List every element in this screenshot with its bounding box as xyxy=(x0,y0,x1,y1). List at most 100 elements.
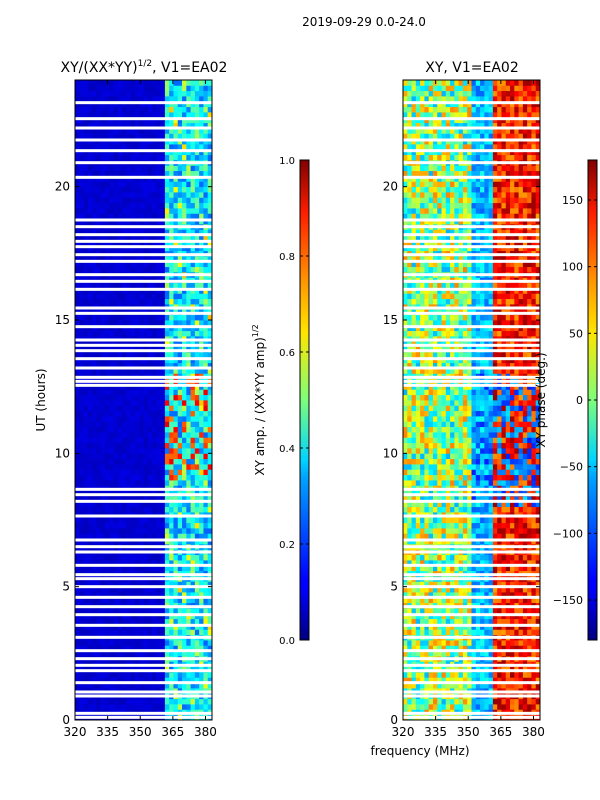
amplitude-cell xyxy=(100,592,106,598)
amplitude-cell xyxy=(190,117,196,124)
amplitude-cell xyxy=(173,400,179,406)
phase-cell xyxy=(454,597,460,604)
amplitude-cell xyxy=(182,496,187,502)
amplitude-cell xyxy=(75,288,80,294)
phase-cell xyxy=(505,672,511,678)
phase-cell xyxy=(462,581,468,588)
amplitude-cell xyxy=(203,410,209,417)
amplitude-cell xyxy=(122,101,127,108)
phase-cell xyxy=(518,560,524,566)
amplitude-cell xyxy=(207,645,213,652)
amplitude-cell xyxy=(83,330,89,337)
amplitude-cell xyxy=(152,672,157,678)
amplitude-cell xyxy=(122,197,127,204)
phase-cell xyxy=(484,618,490,625)
amplitude-cell xyxy=(92,282,97,289)
flagged-row xyxy=(75,577,212,581)
phase-cell xyxy=(484,624,490,630)
phase-cell xyxy=(505,624,511,630)
amplitude-cell xyxy=(100,117,106,124)
amplitude-cell xyxy=(83,506,89,513)
amplitude-cell xyxy=(134,314,140,321)
amplitude-cell xyxy=(130,682,136,689)
amplitude-cell xyxy=(122,96,127,102)
amplitude-cell xyxy=(122,85,127,92)
amplitude-cell xyxy=(75,144,80,150)
amplitude-cell xyxy=(122,586,127,593)
amplitude-cell xyxy=(100,293,106,300)
amplitude-cell xyxy=(130,384,136,390)
amplitude-cell xyxy=(79,453,84,460)
amplitude-cell xyxy=(156,496,162,502)
colorbar-tick-label: 0.6 xyxy=(279,348,295,359)
amplitude-cell xyxy=(160,421,166,428)
amplitude-cell xyxy=(177,234,183,241)
amplitude-cell xyxy=(143,202,149,209)
amplitude-cell xyxy=(130,624,136,630)
phase-cell xyxy=(411,672,417,678)
amplitude-cell xyxy=(156,229,162,236)
amplitude-cell xyxy=(104,266,110,273)
amplitude-cell xyxy=(113,325,119,332)
phase-cell xyxy=(480,618,485,625)
phase-cell xyxy=(441,645,447,652)
amplitude-cell xyxy=(194,677,200,684)
amplitude-cell xyxy=(173,608,179,614)
amplitude-cell xyxy=(160,384,166,390)
amplitude-cell xyxy=(182,506,187,513)
amplitude-cell xyxy=(186,229,191,236)
amplitude-cell xyxy=(100,517,106,524)
amplitude-cell xyxy=(143,426,149,433)
amplitude-cell xyxy=(194,464,200,470)
amplitude-cell xyxy=(75,202,80,209)
amplitude-cell xyxy=(203,394,209,401)
amplitude-cell xyxy=(177,442,183,449)
amplitude-cell xyxy=(203,96,209,102)
amplitude-cell xyxy=(113,133,119,140)
amplitude-cell xyxy=(92,352,97,358)
amplitude-cell xyxy=(156,704,162,710)
amplitude-cell xyxy=(104,528,110,534)
amplitude-cell xyxy=(160,218,166,225)
amplitude-cell xyxy=(100,112,106,118)
amplitude-cell xyxy=(199,149,204,156)
amplitude-cell xyxy=(126,298,132,305)
amplitude-cell xyxy=(100,554,106,561)
amplitude-cell xyxy=(194,640,200,646)
amplitude-cell xyxy=(203,517,209,524)
amplitude-cell xyxy=(147,421,153,428)
amplitude-cell xyxy=(173,501,179,508)
amplitude-cell xyxy=(92,522,97,529)
amplitude-cell xyxy=(139,480,144,486)
amplitude-cell xyxy=(126,650,132,657)
amplitude-cell xyxy=(130,368,136,374)
amplitude-cell xyxy=(147,229,153,236)
amplitude-cell xyxy=(182,448,187,454)
amplitude-cell xyxy=(207,357,213,364)
amplitude-cell xyxy=(87,357,93,364)
amplitude-cell xyxy=(92,245,97,252)
phase-cell xyxy=(415,592,421,598)
amplitude-cell xyxy=(177,229,183,236)
amplitude-cell xyxy=(134,682,140,689)
phase-cell xyxy=(510,560,515,566)
amplitude-cell xyxy=(134,474,140,481)
amplitude-cell xyxy=(104,650,110,657)
phase-cell xyxy=(428,560,434,566)
phase-cell xyxy=(531,581,537,588)
amplitude-cell xyxy=(160,176,166,182)
amplitude-cell xyxy=(104,293,110,300)
phase-cell xyxy=(480,581,485,588)
amplitude-cell xyxy=(130,437,136,444)
amplitude-cell xyxy=(207,266,213,273)
phase-cell xyxy=(514,586,519,593)
amplitude-cell xyxy=(109,624,114,630)
amplitude-cell xyxy=(169,213,174,220)
amplitude-cell xyxy=(117,554,123,561)
amplitude-cell xyxy=(92,133,97,140)
amplitude-cell xyxy=(152,608,157,614)
phase-cell xyxy=(428,618,434,625)
amplitude-cell xyxy=(83,288,89,294)
amplitude-cell xyxy=(199,533,204,540)
phase-cell xyxy=(445,581,451,588)
